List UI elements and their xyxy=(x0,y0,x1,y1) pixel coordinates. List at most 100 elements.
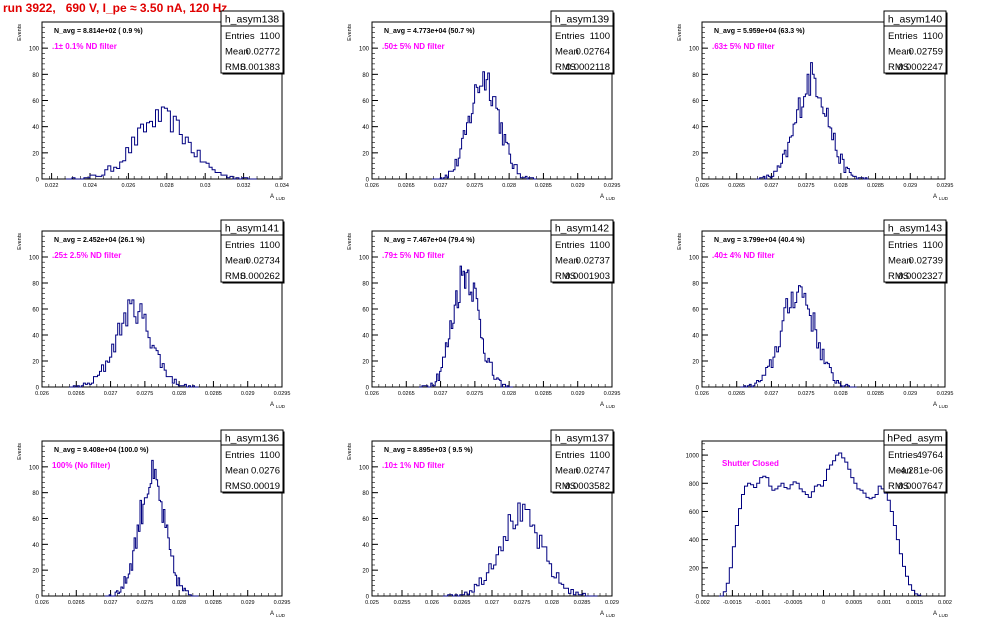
stats-label: Mean xyxy=(555,47,579,58)
y-tick-label: 80 xyxy=(32,282,39,288)
y-tick-label: 0 xyxy=(36,595,40,601)
x-tick-label: 0.027 xyxy=(434,391,448,397)
stats-label: Mean xyxy=(225,466,249,477)
histogram-line xyxy=(740,285,857,388)
x-tick-label: 0.0005 xyxy=(845,600,862,606)
x-tick-label: 0.03 xyxy=(200,183,211,189)
filter-label: .40± 4% ND filter xyxy=(712,251,775,260)
x-axis-title-sub: LUD xyxy=(939,404,949,409)
x-axis-title: A xyxy=(933,194,937,200)
y-tick-label: 40 xyxy=(32,125,39,131)
x-axis-title: A xyxy=(600,402,604,408)
y-tick-label: 400 xyxy=(689,538,700,544)
stats-value: 1100 xyxy=(590,31,610,42)
x-tick-label: 0.029 xyxy=(903,183,917,189)
stats-value: 0.0276 xyxy=(251,466,280,477)
y-tick-label: 100 xyxy=(29,465,40,471)
stats-label: RMS xyxy=(555,62,576,73)
x-tick-label: 0.0015 xyxy=(906,600,923,606)
x-tick-label: 0.028 xyxy=(172,391,186,397)
panel-h_asym142: 0 20 40 60 80 100 0.026 0.0265 0.027 0.0275 0.028 0… xyxy=(347,219,620,409)
x-axis-title-sub: LUD xyxy=(606,196,616,201)
x-tick-label: 0.028 xyxy=(502,183,516,189)
stats-label: Entries xyxy=(888,450,918,461)
stats-label: Mean xyxy=(225,47,249,58)
y-tick-label: 80 xyxy=(692,282,699,288)
x-tick-label: 0.0265 xyxy=(398,183,415,189)
x-tick-label: 0.002 xyxy=(938,600,952,606)
y-tick-label: 100 xyxy=(29,47,40,53)
x-tick-label: 0.022 xyxy=(45,183,59,189)
x-tick-label: 0.0295 xyxy=(274,391,291,397)
x-tick-label: 0.029 xyxy=(571,183,585,189)
y-tick-label: 40 xyxy=(692,125,699,131)
y-tick-label: 40 xyxy=(692,334,699,340)
y-tick-label: 60 xyxy=(362,517,369,523)
x-tick-label: 0.024 xyxy=(83,183,97,189)
x-axis-title: A xyxy=(600,194,604,200)
stats-value: 49764 xyxy=(917,450,943,461)
stats-value: 0.02747 xyxy=(576,466,610,477)
y-tick-label: 80 xyxy=(692,73,699,79)
x-axis-title: A xyxy=(600,611,604,617)
histogram-name: h_asym142 xyxy=(555,223,609,235)
histogram-name: h_asym137 xyxy=(555,433,609,445)
y-tick-label: 80 xyxy=(362,282,369,288)
x-tick-label: 0.001 xyxy=(877,600,891,606)
y-tick-label: 40 xyxy=(362,334,369,340)
y-axis-title: Events xyxy=(17,24,23,41)
y-tick-label: 80 xyxy=(362,491,369,497)
stats-box xyxy=(883,219,947,283)
y-tick-label: 40 xyxy=(32,543,39,549)
histogram-name: h_asym143 xyxy=(888,223,942,235)
x-tick-label: 0.027 xyxy=(434,183,448,189)
filter-label: 100% (No filter) xyxy=(52,461,111,470)
stats-value: 0.02772 xyxy=(246,47,280,58)
stats-box xyxy=(550,10,614,74)
y-tick-label: 40 xyxy=(362,543,369,549)
stats-value: 0.0002247 xyxy=(898,62,943,73)
stats-label: RMS xyxy=(555,481,576,492)
y-tick-label: 60 xyxy=(32,99,39,105)
y-tick-label: 600 xyxy=(689,510,700,516)
stats-label: RMS xyxy=(888,62,909,73)
y-tick-label: 0 xyxy=(366,386,370,392)
x-tick-label: 0.0275 xyxy=(466,183,483,189)
y-tick-label: 800 xyxy=(689,482,700,488)
histogram-line xyxy=(756,62,869,180)
x-tick-label: 0.028 xyxy=(502,391,516,397)
y-tick-label: 1000 xyxy=(686,454,700,460)
stats-label: Mean xyxy=(888,466,912,477)
navg-label: N_avg = 9.408e+04 (100.0 %) xyxy=(54,447,149,454)
histogram-name: hPed_asym xyxy=(887,433,943,445)
x-tick-label: 0.028 xyxy=(834,391,848,397)
histogram-name: h_asym140 xyxy=(888,14,942,26)
y-tick-label: 100 xyxy=(29,256,40,262)
stats-label: Entries xyxy=(555,240,585,251)
x-tick-label: 0.0285 xyxy=(205,391,222,397)
y-axis-title: Events xyxy=(17,443,23,460)
y-axis-title: Events xyxy=(347,233,353,250)
x-axis-title-sub: LUD xyxy=(606,613,616,618)
y-tick-label: 20 xyxy=(362,569,369,575)
x-tick-label: 0.026 xyxy=(35,600,49,606)
y-tick-label: 20 xyxy=(362,151,369,157)
histogram-line xyxy=(719,452,922,597)
y-tick-label: 0 xyxy=(36,386,40,392)
x-tick-label: 0.0285 xyxy=(867,183,884,189)
x-tick-label: 0.027 xyxy=(485,600,499,606)
stats-value: 0.02764 xyxy=(576,47,610,58)
x-tick-label: 0.029 xyxy=(241,600,255,606)
y-tick-label: 60 xyxy=(32,308,39,314)
navg-label: N_avg = 3.799e+04 (40.4 %) xyxy=(714,237,805,244)
y-tick-label: 60 xyxy=(692,308,699,314)
x-tick-label: 0.0295 xyxy=(937,183,954,189)
histogram-line xyxy=(104,459,199,597)
histogram-name: h_asym138 xyxy=(225,14,279,26)
stats-value: 0.00019 xyxy=(246,481,280,492)
x-tick-label: 0.029 xyxy=(571,391,585,397)
stats-box xyxy=(883,429,947,493)
stats-value: 1100 xyxy=(260,450,280,461)
stats-value: 0.02739 xyxy=(909,256,943,267)
panel-h_asym141: 0 20 40 60 80 100 0.026 0.0265 0.027 0.0275 0.028 0… xyxy=(17,219,291,409)
